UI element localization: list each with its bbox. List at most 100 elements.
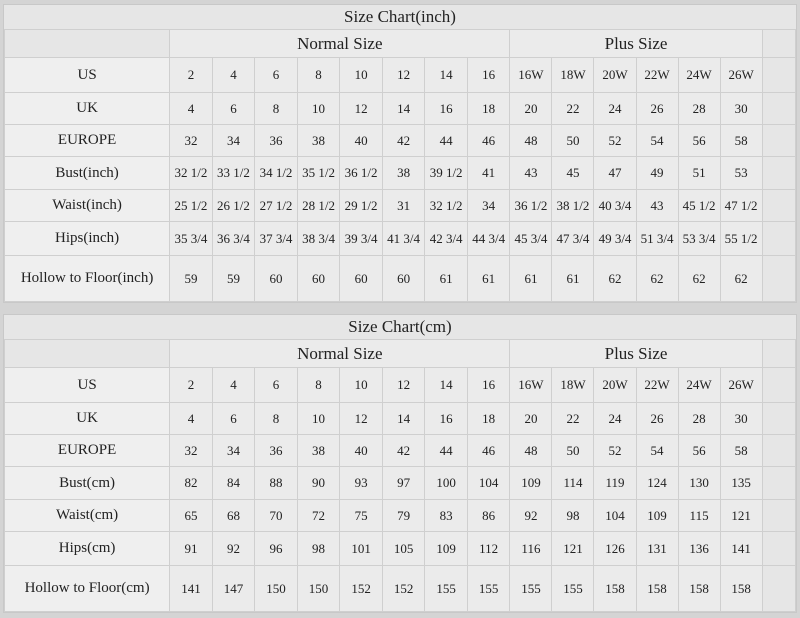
size-cell: 52 — [593, 434, 637, 467]
size-cell: 22W — [635, 57, 679, 93]
size-cell: 16 — [424, 92, 468, 125]
size-cell: 12 — [381, 367, 426, 403]
size-cell: 45 1/2 — [677, 189, 721, 222]
size-cell: 62 — [593, 255, 637, 302]
size-cell: 20 — [509, 92, 553, 125]
blank-cell — [761, 339, 797, 368]
size-cell: 45 — [551, 156, 595, 190]
size-cell: 36 1/2 — [339, 156, 383, 190]
size-cell: 24W — [677, 57, 721, 93]
size-cell: 16 — [466, 367, 511, 403]
size-cell: 10 — [296, 402, 341, 435]
plus-size-header: Plus Size — [509, 339, 763, 368]
row-label: Hips(cm) — [3, 531, 171, 566]
size-cell: 93 — [339, 466, 383, 500]
row-label: EUROPE — [3, 124, 171, 157]
table-row: Bust(cm) 82 84 88 90 93 97 100 104 109 114 119 124 13… — [3, 466, 797, 500]
size-cell: 36 — [254, 434, 298, 467]
size-cell: 58 — [719, 124, 763, 157]
size-cell: 56 — [677, 434, 721, 467]
size-cell: 10 — [339, 367, 383, 403]
table-row: Waist(cm) 65 68 70 72 75 79 83 86 92 98 104 109 115 12… — [3, 499, 797, 532]
size-cell: 50 — [551, 434, 595, 467]
size-cell: 135 — [719, 466, 763, 500]
size-cell: 28 — [677, 402, 721, 435]
size-cell: 8 — [254, 92, 298, 125]
size-cell: 39 3/4 — [339, 221, 383, 256]
normal-size-header: Normal Size — [169, 339, 511, 368]
size-cell: 41 3/4 — [381, 221, 426, 256]
size-cell: 96 — [254, 531, 298, 566]
size-cell: 44 — [424, 434, 468, 467]
size-cell: 114 — [551, 466, 595, 500]
size-cell: 100 — [424, 466, 468, 500]
size-cell: 109 — [424, 531, 468, 566]
size-cell: 41 — [466, 156, 511, 190]
size-cell: 40 3/4 — [593, 189, 637, 222]
size-cell: 62 — [719, 255, 763, 302]
size-cell: 158 — [719, 565, 763, 612]
size-cell: 75 — [339, 499, 383, 532]
size-cell: 47 3/4 — [551, 221, 595, 256]
size-cell: 14 — [381, 402, 426, 435]
size-cell: 105 — [381, 531, 426, 566]
size-cell: 38 — [381, 156, 426, 190]
table-row: UK 4 6 8 10 12 14 16 18 20 22 24 26 28 30 — [3, 92, 797, 125]
size-cell: 16W — [509, 367, 553, 403]
size-cell: 36 3/4 — [211, 221, 256, 256]
blank-cell — [761, 156, 797, 190]
row-label: US — [3, 57, 171, 93]
size-cell: 26 — [635, 402, 679, 435]
size-cell: 14 — [381, 92, 426, 125]
size-cell: 6 — [211, 402, 256, 435]
blank-cell — [761, 367, 797, 403]
size-cell: 42 — [381, 434, 426, 467]
size-cell: 4 — [211, 57, 256, 93]
row-label: Hips(inch) — [3, 221, 171, 256]
size-cell: 51 — [677, 156, 721, 190]
size-cell: 130 — [677, 466, 721, 500]
size-cell: 116 — [509, 531, 553, 566]
size-cell: 53 — [719, 156, 763, 190]
size-cell: 72 — [296, 499, 341, 532]
size-cell: 42 3/4 — [424, 221, 468, 256]
size-cell: 12 — [339, 92, 383, 125]
size-cell: 115 — [677, 499, 721, 532]
size-cell: 43 — [635, 189, 679, 222]
table-row: Hips(cm) 91 92 96 98 101 105 109 112 116 121 126 131… — [3, 531, 797, 566]
size-cell: 60 — [296, 255, 341, 302]
size-cell: 32 — [169, 434, 213, 467]
size-cell: 16 — [466, 57, 511, 93]
size-cell: 124 — [635, 466, 679, 500]
size-cell: 121 — [551, 531, 595, 566]
size-cell: 27 1/2 — [254, 189, 298, 222]
size-cell: 8 — [296, 367, 341, 403]
size-cell: 92 — [211, 531, 256, 566]
size-cell: 155 — [509, 565, 553, 612]
size-cell: 14 — [424, 367, 468, 403]
blank-cell — [3, 339, 171, 368]
chart-title: Size Chart(inch) — [4, 5, 796, 30]
row-label: Hollow to Floor(cm) — [3, 565, 171, 612]
size-cell: 32 1/2 — [169, 156, 213, 190]
size-cell: 44 3/4 — [466, 221, 511, 256]
size-cell: 158 — [635, 565, 679, 612]
size-cell: 90 — [296, 466, 341, 500]
size-cell: 34 — [211, 124, 256, 157]
size-cell: 141 — [719, 531, 763, 566]
size-cell: 18W — [551, 367, 595, 403]
size-cell: 150 — [296, 565, 341, 612]
size-cell: 44 — [424, 124, 468, 157]
row-label: EUROPE — [3, 434, 171, 467]
blank-cell — [761, 124, 797, 157]
size-cell: 10 — [296, 92, 341, 125]
size-cell: 126 — [593, 531, 637, 566]
row-label: Waist(cm) — [3, 499, 171, 532]
size-cell: 147 — [211, 565, 256, 612]
size-cell: 52 — [593, 124, 637, 157]
table-row: EUROPE 32 34 36 38 40 42 44 46 48 50 52 54 56 58 — [3, 124, 797, 157]
size-cell: 18 — [466, 402, 511, 435]
blank-cell — [761, 434, 797, 467]
size-cell: 12 — [339, 402, 383, 435]
size-cell: 18W — [551, 57, 595, 93]
